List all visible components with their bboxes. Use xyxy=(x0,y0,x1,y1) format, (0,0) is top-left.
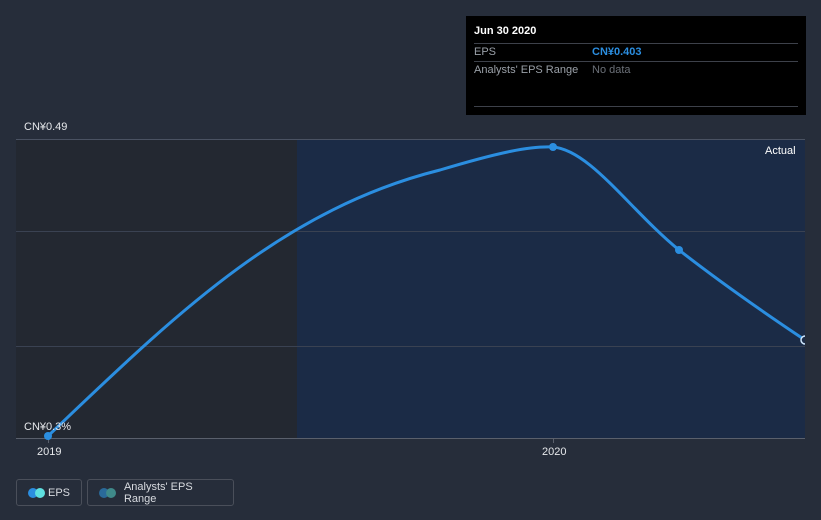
tooltip-date: Jun 30 2020 xyxy=(474,25,537,37)
legend-eps[interactable]: EPS xyxy=(16,479,82,506)
tooltip: Jun 30 2020 EPS CN¥0.403 Analysts' EPS R… xyxy=(466,16,806,115)
tooltip-divider xyxy=(474,106,798,107)
y-axis-top-label: CN¥0.49 xyxy=(24,121,68,133)
x-label-2020: 2020 xyxy=(542,446,567,458)
legend-eps-label: EPS xyxy=(47,486,70,499)
eps-point[interactable] xyxy=(675,246,683,254)
eps-point[interactable] xyxy=(44,432,52,440)
actual-label: Actual xyxy=(765,145,796,157)
tooltip-eps-value: CN¥0.403 xyxy=(592,46,642,58)
tooltip-range-label: Analysts' EPS Range xyxy=(474,64,579,76)
eps-line xyxy=(46,145,806,438)
legend-analysts-range[interactable]: Analysts' EPS Range xyxy=(87,479,234,506)
tooltip-range-value: No data xyxy=(592,64,631,76)
legend-range-label: Analysts' EPS Range xyxy=(123,480,193,505)
tooltip-row-eps: EPS CN¥0.403 xyxy=(474,43,798,61)
tooltip-row-range: Analysts' EPS Range No data xyxy=(474,61,798,79)
tooltip-eps-label: EPS xyxy=(474,46,497,58)
x-label-2019: 2019 xyxy=(37,446,62,458)
past-region xyxy=(16,139,297,438)
eps-point[interactable] xyxy=(549,143,557,151)
range-legend-icon xyxy=(99,487,116,498)
right-margin xyxy=(805,0,821,520)
eps-legend-icon xyxy=(28,487,45,498)
y-axis-bottom-label: CN¥0.3% xyxy=(24,421,72,433)
